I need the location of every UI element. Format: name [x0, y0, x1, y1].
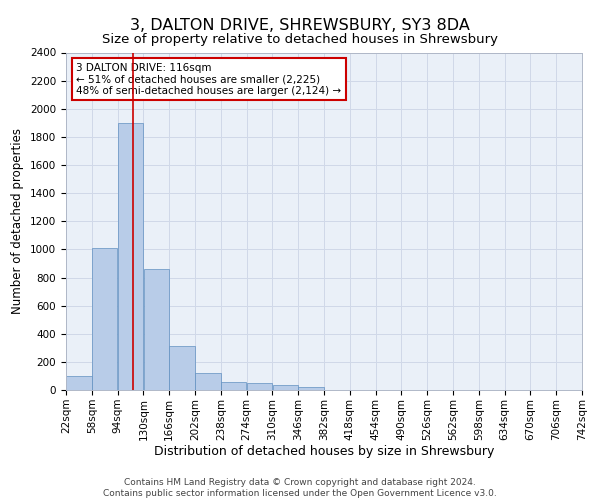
- Bar: [272, 385, 298, 390]
- Bar: [92, 248, 118, 390]
- Text: 3, DALTON DRIVE, SHREWSBURY, SY3 8DA: 3, DALTON DRIVE, SHREWSBURY, SY3 8DA: [130, 18, 470, 32]
- Text: Size of property relative to detached houses in Shrewsbury: Size of property relative to detached ho…: [102, 32, 498, 46]
- Bar: [247, 382, 272, 390]
- Text: 3 DALTON DRIVE: 116sqm
← 51% of detached houses are smaller (2,225)
48% of semi-: 3 DALTON DRIVE: 116sqm ← 51% of detached…: [76, 62, 341, 96]
- Text: Contains HM Land Registry data © Crown copyright and database right 2024.
Contai: Contains HM Land Registry data © Crown c…: [103, 478, 497, 498]
- Y-axis label: Number of detached properties: Number of detached properties: [11, 128, 25, 314]
- X-axis label: Distribution of detached houses by size in Shrewsbury: Distribution of detached houses by size …: [154, 446, 494, 458]
- Bar: [169, 346, 195, 390]
- Bar: [66, 376, 92, 390]
- Bar: [118, 123, 143, 390]
- Bar: [221, 382, 247, 390]
- Bar: [195, 373, 221, 390]
- Bar: [298, 387, 324, 390]
- Bar: [143, 269, 169, 390]
